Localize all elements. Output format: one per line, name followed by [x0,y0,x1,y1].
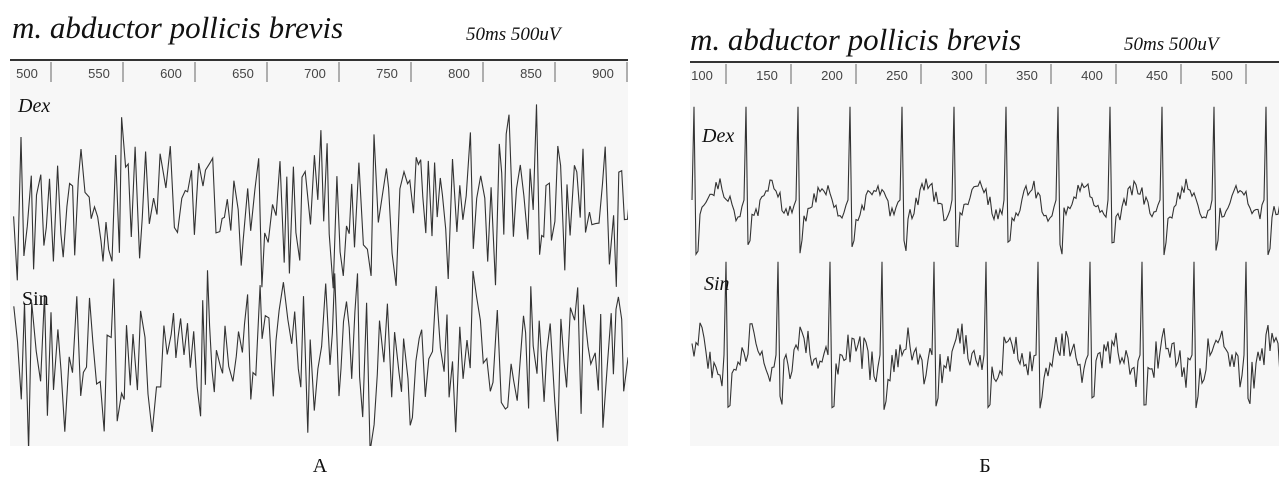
plot-clip: 500 550 600 650 700 750 800 850 900 [13,62,628,446]
plot-area [10,60,628,446]
emg-trace [13,104,628,289]
tick-label: 400 [1081,68,1103,83]
tick-label: 600 [160,66,182,81]
trace-label: Sin [22,288,49,310]
emg-trace [691,106,1279,256]
trace-label: Dex [701,125,734,147]
tick-label: 150 [756,68,778,83]
panel: m. abductor pollicis brevis 50ms 500uV 100… [690,22,1279,477]
scale-label: 50ms 500uV [466,24,563,45]
emg-trace [13,270,628,446]
panel-title: m. abductor pollicis brevis [690,22,1021,57]
tick-label: 350 [1016,68,1038,83]
tick-label: 250 [886,68,908,83]
tick-label: 750 [376,66,398,81]
panel-label: А [313,455,328,477]
tick-label: 200 [821,68,843,83]
trace-label: Sin [704,273,730,295]
panel: m. abductor pollicis brevis 50ms 500uV 500… [10,10,628,477]
panel-label: Б [979,455,990,477]
tick-label: 300 [951,68,973,83]
tick-label: 650 [232,66,254,81]
tick-label: 700 [304,66,326,81]
emg-trace [691,261,1279,410]
tick-label: 450 [1146,68,1168,83]
panel-title: m. abductor pollicis brevis [12,10,343,45]
plot-clip: 100 150 200 250 300 350 400 450 500 [691,64,1279,410]
tick-label: 550 [88,66,110,81]
tick-label: 500 [1211,68,1233,83]
plot-area [690,62,1279,446]
tick-label: 800 [448,66,470,81]
trace-label: Dex [17,95,50,117]
scale-label: 50ms 500uV [1124,34,1221,55]
tick-label: 500 [16,66,38,81]
tick-label: 900 [592,66,614,81]
tick-label: 100 [691,68,713,83]
tick-label: 850 [520,66,542,81]
